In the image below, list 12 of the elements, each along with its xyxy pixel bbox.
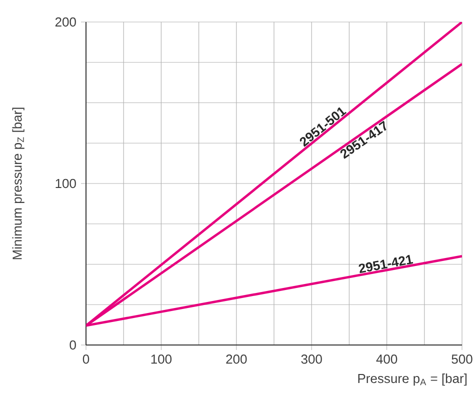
x-tick-label: 200 (226, 354, 247, 364)
x-tick-label: 0 (82, 354, 90, 364)
y-tick-label: 0 (70, 340, 76, 350)
y-tick-label: 200 (55, 17, 76, 27)
y-tick-label: 100 (56, 178, 76, 188)
x-axis-title: Pressure p$_{A}$ = [bar] (358, 374, 467, 386)
x-tick-label: 500 (452, 354, 472, 364)
x-tick-label: 100 (151, 354, 172, 364)
y-axis-title: Minimum pressure p$_{Z}$ [bar] (12, 108, 24, 260)
x-tick-label: 300 (301, 354, 322, 364)
text: 2951-421 (358, 254, 414, 274)
x-tick-label: 400 (376, 354, 398, 364)
